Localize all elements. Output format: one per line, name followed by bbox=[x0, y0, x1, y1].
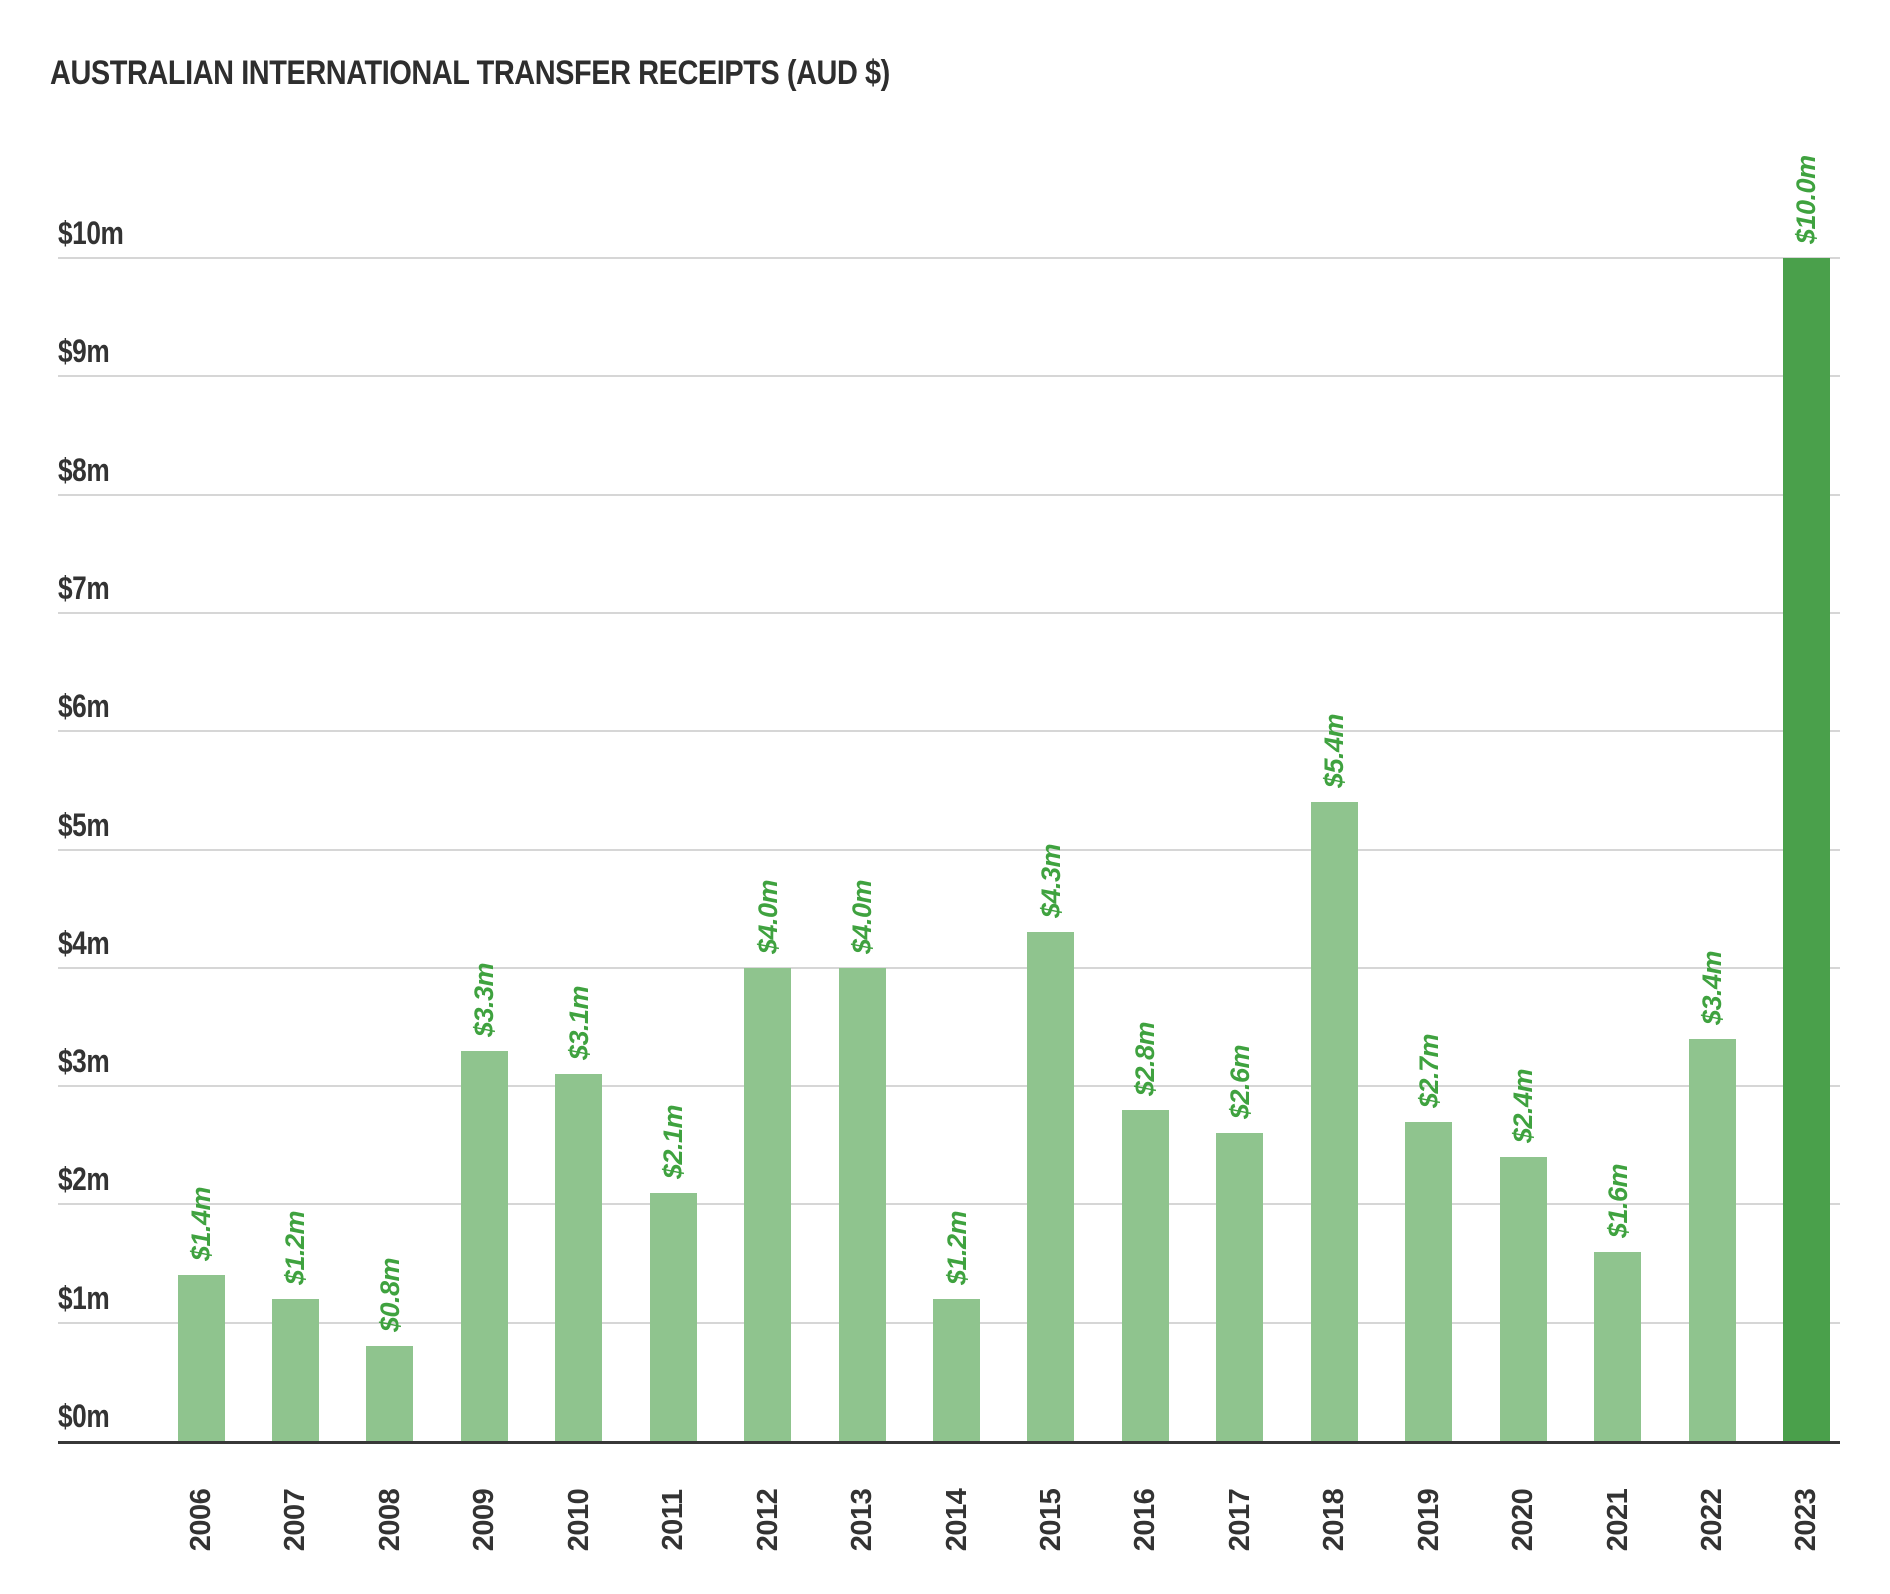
y-axis-tick-label: $9m bbox=[58, 333, 110, 370]
gridline-$3m bbox=[58, 1085, 1840, 1088]
x-axis-tick-label-2011: 2011 bbox=[657, 1489, 690, 1551]
bar-2011 bbox=[649, 1192, 697, 1441]
bar-2018 bbox=[1310, 802, 1358, 1441]
bar-value-label-2007: $1.2m bbox=[280, 1210, 311, 1286]
bar-value-label-2010: $3.1m bbox=[563, 986, 594, 1061]
x-axis-tick-label-2010: 2010 bbox=[562, 1488, 595, 1552]
y-axis-tick-label: $1m bbox=[58, 1279, 110, 1316]
y-axis-tick-label: $0m bbox=[58, 1398, 110, 1434]
bar-2015 bbox=[1027, 932, 1075, 1441]
x-axis-tick-label-2023: 2023 bbox=[1790, 1488, 1823, 1552]
bar-2016 bbox=[1121, 1109, 1169, 1441]
bar-value-label-2015: $4.3m bbox=[1035, 844, 1066, 919]
bar-2022 bbox=[1688, 1038, 1736, 1441]
bar-2006 bbox=[177, 1275, 225, 1441]
bar-value-label-2019: $2.7m bbox=[1413, 1033, 1444, 1108]
x-axis-tick-label-2018: 2018 bbox=[1318, 1488, 1351, 1552]
bar-2008 bbox=[366, 1346, 414, 1441]
bar-value-label-2016: $2.8m bbox=[1130, 1021, 1161, 1096]
gridline-$6m bbox=[58, 730, 1840, 733]
gridline-$10m bbox=[58, 257, 1840, 259]
bar-value-label-2008: $0.8m bbox=[374, 1258, 405, 1333]
bar-2017 bbox=[1216, 1133, 1264, 1441]
bar-2010 bbox=[555, 1074, 603, 1441]
bar-2021 bbox=[1594, 1251, 1642, 1441]
x-axis-tick-label-2021: 2021 bbox=[1601, 1488, 1634, 1552]
x-axis-tick-label-2013: 2013 bbox=[846, 1488, 879, 1552]
x-axis-tick-label-2006: 2006 bbox=[185, 1488, 217, 1552]
bar-value-label-2014: $1.2m bbox=[941, 1210, 972, 1286]
bar-2012 bbox=[744, 967, 792, 1441]
x-axis-line bbox=[58, 1441, 1840, 1444]
y-axis-tick-label: $5m bbox=[58, 806, 110, 843]
bar-2020 bbox=[1499, 1157, 1547, 1441]
y-axis-tick-label: $8m bbox=[58, 451, 110, 488]
bar-value-label-2011: $2.1m bbox=[658, 1104, 689, 1179]
y-axis-tick-label: $10m bbox=[58, 215, 124, 251]
bar-value-label-2020: $2.4m bbox=[1508, 1069, 1539, 1144]
x-axis-tick-label-2009: 2009 bbox=[468, 1488, 501, 1552]
gridline-$4m bbox=[58, 966, 1840, 969]
gridline-$2m bbox=[58, 1203, 1840, 1206]
x-axis-tick-label-2019: 2019 bbox=[1412, 1488, 1445, 1552]
y-axis-tick-label: $6m bbox=[58, 688, 110, 725]
gridline-$8m bbox=[58, 493, 1840, 496]
x-axis-tick-label-2020: 2020 bbox=[1507, 1488, 1540, 1552]
x-axis-tick-label-2022: 2022 bbox=[1696, 1488, 1729, 1552]
x-axis-tick-label-2007: 2007 bbox=[279, 1488, 312, 1552]
x-axis-tick-label-2015: 2015 bbox=[1034, 1488, 1067, 1552]
bar-value-label-2021: $1.6m bbox=[1602, 1163, 1633, 1238]
x-axis-tick-label-2012: 2012 bbox=[751, 1488, 784, 1552]
y-axis-tick-label: $7m bbox=[58, 569, 110, 606]
bar-value-label-2006: $1.4m bbox=[186, 1187, 216, 1262]
bar-value-label-2013: $4.0m bbox=[847, 879, 878, 954]
chart-title: AUSTRALIAN INTERNATIONAL TRANSFER RECEIP… bbox=[50, 54, 890, 92]
gridline-$5m bbox=[58, 848, 1840, 851]
bar-2013 bbox=[838, 967, 886, 1441]
y-axis-tick-label: $3m bbox=[58, 1043, 110, 1080]
gridline-$9m bbox=[58, 375, 1840, 378]
x-axis-tick-label-2008: 2008 bbox=[373, 1488, 406, 1552]
x-axis-tick-label-2014: 2014 bbox=[940, 1488, 973, 1552]
bar-value-label-2018: $5.4m bbox=[1319, 714, 1350, 789]
y-axis-tick-label: $2m bbox=[58, 1161, 110, 1198]
y-axis-tick-label: $4m bbox=[58, 924, 110, 961]
bar-value-label-2023: $10.0m bbox=[1791, 155, 1822, 244]
bar-value-label-2012: $4.0m bbox=[752, 879, 783, 954]
bar-2023 bbox=[1782, 258, 1830, 1441]
bar-2019 bbox=[1405, 1121, 1453, 1441]
bar-2007 bbox=[271, 1299, 319, 1441]
bar-value-label-2017: $2.6m bbox=[1224, 1045, 1255, 1120]
bar-2009 bbox=[460, 1050, 508, 1441]
x-axis-tick-label-2017: 2017 bbox=[1223, 1488, 1256, 1552]
gridline-$7m bbox=[58, 611, 1840, 614]
bar-value-label-2022: $3.4m bbox=[1697, 950, 1728, 1025]
bar-2014 bbox=[933, 1299, 981, 1441]
x-axis-tick-label-2016: 2016 bbox=[1129, 1488, 1162, 1552]
bar-value-label-2009: $3.3m bbox=[469, 962, 500, 1037]
